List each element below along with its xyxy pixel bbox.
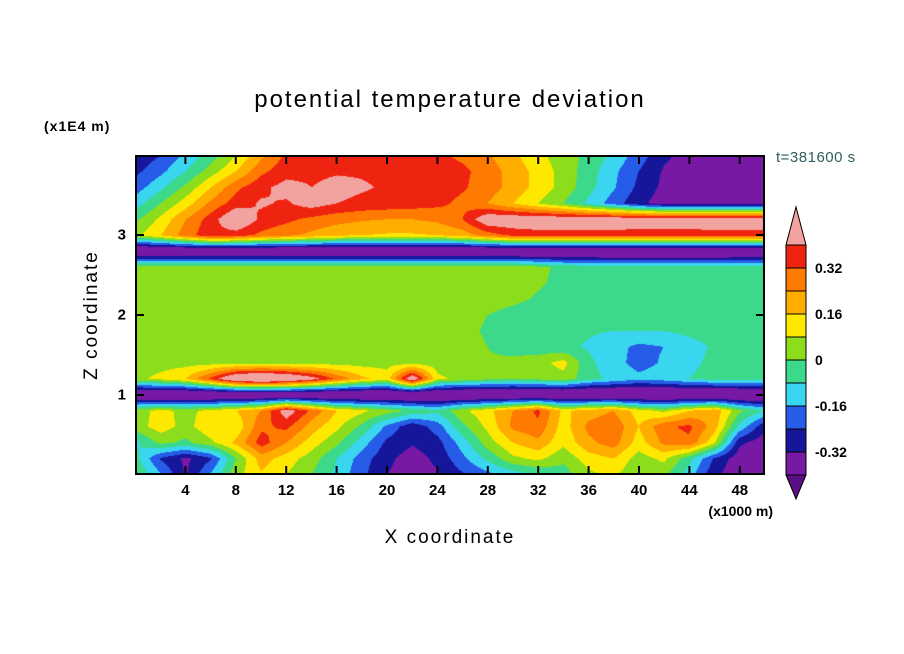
x-tick-label: 16 bbox=[328, 482, 345, 499]
colorbar-band bbox=[785, 313, 807, 338]
page-title: potential temperature deviation bbox=[254, 86, 646, 113]
x-axis-tick-labels: 4 8 12 16 20 24 28 32 36 40 44 48 bbox=[135, 475, 765, 501]
x-tick-label: 44 bbox=[681, 482, 698, 499]
colorbar-tick-label: 0.16 bbox=[815, 306, 842, 322]
colorbar-band bbox=[785, 244, 807, 269]
colorbar: 0.32 0.16 0 -0.16 -0.32 bbox=[780, 195, 904, 507]
z-axis-tick-labels: 1 2 3 bbox=[101, 155, 135, 475]
colorbar-band bbox=[785, 451, 807, 476]
time-annotation: t=381600 s bbox=[776, 149, 856, 166]
colorbar-band bbox=[785, 405, 807, 430]
x-tick-label: 12 bbox=[277, 482, 295, 499]
x-tick-label: 20 bbox=[378, 482, 396, 499]
colorbar-tick-label: 0.32 bbox=[815, 260, 842, 276]
x-tick-label: 24 bbox=[429, 482, 446, 499]
x-axis-unit-label: (x1000 m) bbox=[708, 503, 773, 519]
colorbar-tick-label: -0.16 bbox=[815, 398, 847, 414]
z-tick-label: 3 bbox=[117, 226, 126, 244]
colorbar-scale: 0.32 0.16 0 -0.16 -0.32 bbox=[785, 205, 847, 501]
x-tick-label: 40 bbox=[630, 482, 648, 499]
z-tick-label: 2 bbox=[117, 306, 126, 324]
x-tick-label: 28 bbox=[479, 482, 497, 499]
x-axis-title: X coordinate bbox=[384, 527, 516, 548]
contour-field bbox=[135, 155, 765, 475]
z-axis-unit-label: (x1E4 m) bbox=[44, 118, 111, 134]
colorbar-band bbox=[785, 290, 807, 315]
x-tick-label: 36 bbox=[580, 482, 597, 499]
x-tick-label: 4 bbox=[181, 482, 190, 499]
colorbar-band bbox=[785, 336, 807, 361]
colorbar-band bbox=[785, 428, 807, 453]
colorbar-band bbox=[785, 382, 807, 407]
colorbar-tick-label: -0.32 bbox=[815, 444, 847, 460]
colorbar-band bbox=[785, 359, 807, 384]
colorbar-tick-label: 0 bbox=[815, 352, 823, 368]
colorbar-band bbox=[785, 267, 807, 292]
z-tick-label: 1 bbox=[117, 386, 126, 404]
x-tick-label: 32 bbox=[529, 482, 547, 499]
x-tick-label: 8 bbox=[231, 482, 240, 499]
colorbar-over-arrow bbox=[785, 205, 807, 246]
x-tick-label: 48 bbox=[731, 482, 749, 499]
colorbar-under-arrow bbox=[785, 474, 807, 501]
z-axis-title: Z coordinate bbox=[81, 250, 102, 380]
